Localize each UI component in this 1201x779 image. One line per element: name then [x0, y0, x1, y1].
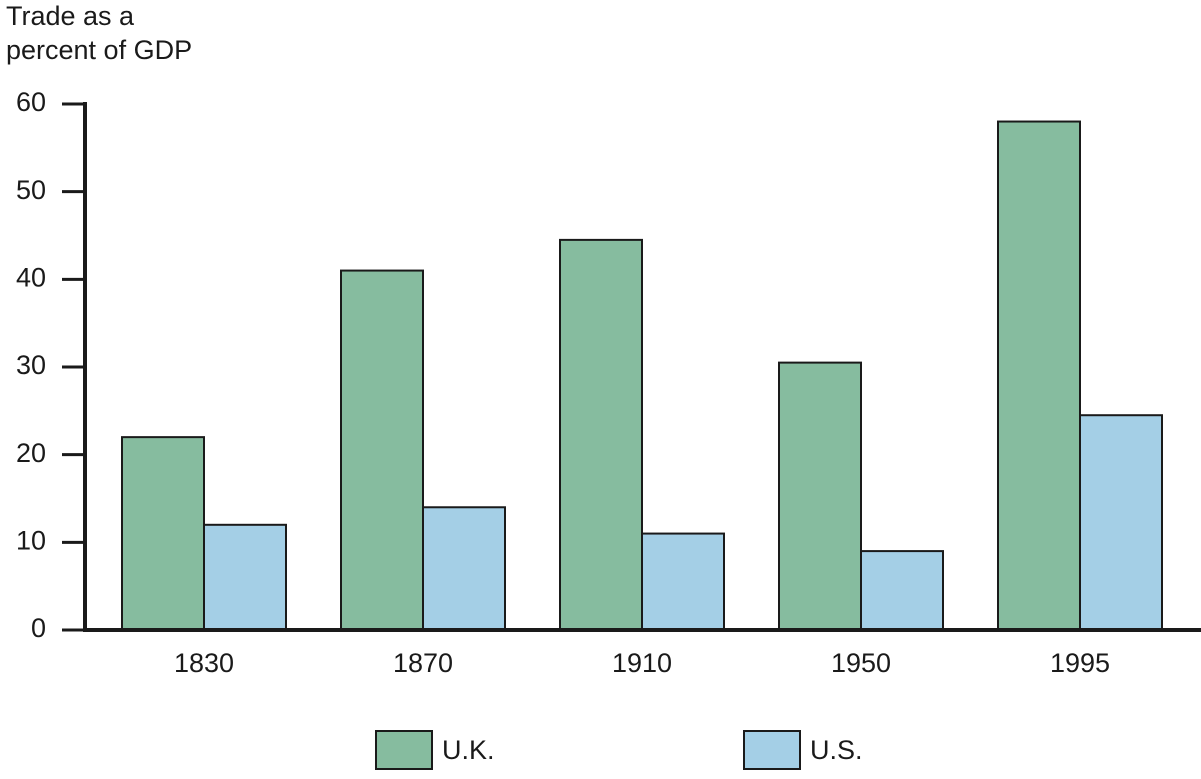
- bar: [121, 436, 205, 631]
- y-tick-label: 30: [16, 350, 46, 380]
- bar: [340, 269, 424, 631]
- bar: [559, 238, 643, 631]
- bar: [778, 361, 862, 631]
- legend-label: U.K.: [442, 735, 495, 765]
- y-tick-label: 40: [16, 262, 46, 292]
- y-tick-label: 0: [31, 613, 46, 643]
- bar: [1079, 414, 1163, 632]
- x-tick-label: 1870: [393, 648, 453, 678]
- y-tick-label: 20: [16, 438, 46, 468]
- bar: [203, 523, 287, 631]
- y-tick-label: 10: [16, 525, 46, 555]
- y-tick-label: 60: [16, 87, 46, 117]
- bar: [641, 532, 725, 631]
- bar: [422, 506, 506, 631]
- legend-swatch: [375, 730, 433, 770]
- bar: [997, 120, 1081, 632]
- y-axis-label: percent of GDP: [6, 35, 192, 65]
- y-tick-label: 50: [16, 175, 46, 205]
- legend-swatch: [743, 730, 801, 770]
- x-tick-label: 1995: [1050, 648, 1110, 678]
- legend-label: U.S.: [810, 735, 863, 765]
- y-axis-label: Trade as a: [6, 1, 135, 31]
- x-tick-label: 1950: [831, 648, 891, 678]
- bar: [860, 550, 944, 631]
- x-tick-label: 1830: [174, 648, 234, 678]
- x-tick-label: 1910: [612, 648, 672, 678]
